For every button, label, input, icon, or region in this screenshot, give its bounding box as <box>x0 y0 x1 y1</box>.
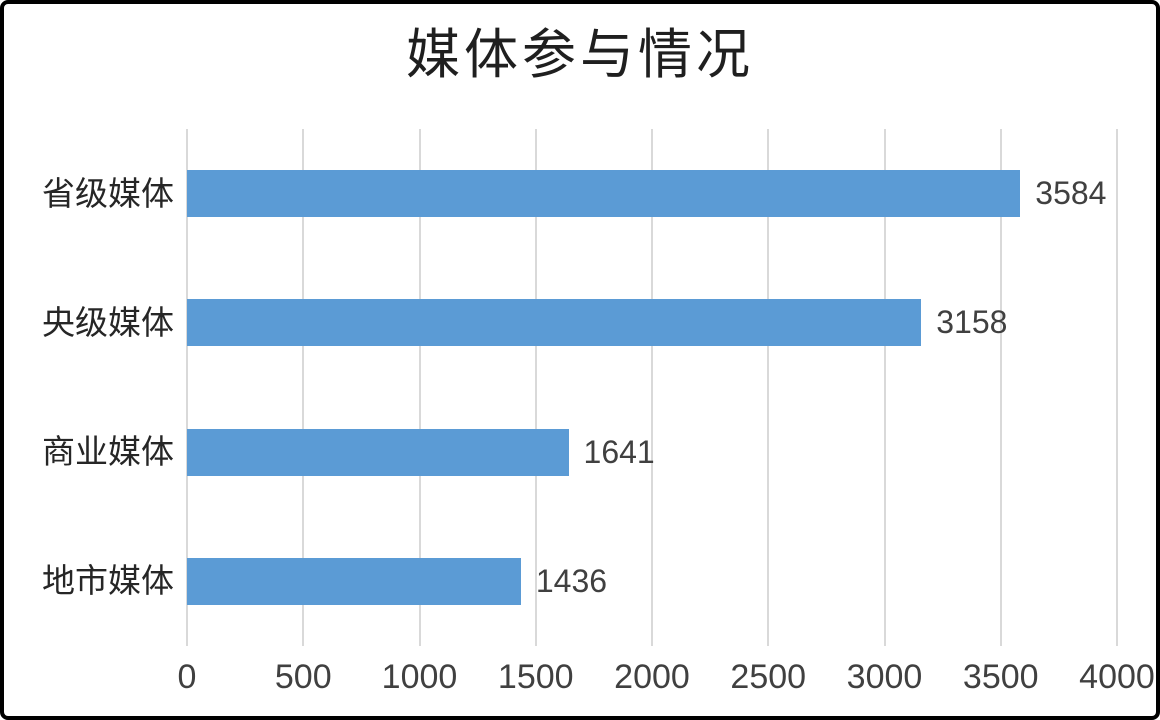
category-label: 地市媒体 <box>42 561 174 601</box>
category-label: 商业媒体 <box>42 432 174 472</box>
bar <box>187 557 521 605</box>
vertical-gridline <box>186 129 188 646</box>
vertical-gridline <box>1116 129 1118 646</box>
x-tick-label: 3500 <box>962 658 1039 696</box>
x-tick-label: 1500 <box>497 658 574 696</box>
category-label: 省级媒体 <box>42 173 174 213</box>
x-tick-label: 4000 <box>1079 658 1155 696</box>
bar-value-label: 3158 <box>936 304 1008 341</box>
bar-value-label: 1641 <box>583 433 655 470</box>
vertical-gridline <box>302 129 305 646</box>
x-tick-label: 3000 <box>846 658 923 696</box>
bar <box>187 428 569 476</box>
x-tick-label: 2500 <box>730 658 807 696</box>
x-tick-label: 2000 <box>614 658 690 696</box>
category-label: 央级媒体 <box>42 302 174 342</box>
vertical-gridline <box>418 129 421 646</box>
vertical-gridline <box>883 129 886 646</box>
plot-area: 3584 3158 1641 1436 <box>186 129 1118 646</box>
chart-title: 媒体参与情况 <box>406 23 754 86</box>
vertical-gridline <box>534 129 537 646</box>
vertical-gridline <box>999 129 1002 646</box>
bar <box>187 170 1021 218</box>
x-tick-label: 1000 <box>381 658 458 696</box>
bar-value-label: 1436 <box>535 562 608 599</box>
bar-value-label: 3584 <box>1035 175 1107 212</box>
bar <box>187 299 922 347</box>
vertical-gridline <box>651 129 653 646</box>
x-tick-label: 500 <box>274 658 332 696</box>
vertical-gridline <box>767 129 770 646</box>
x-tick-label: 0 <box>177 658 197 696</box>
